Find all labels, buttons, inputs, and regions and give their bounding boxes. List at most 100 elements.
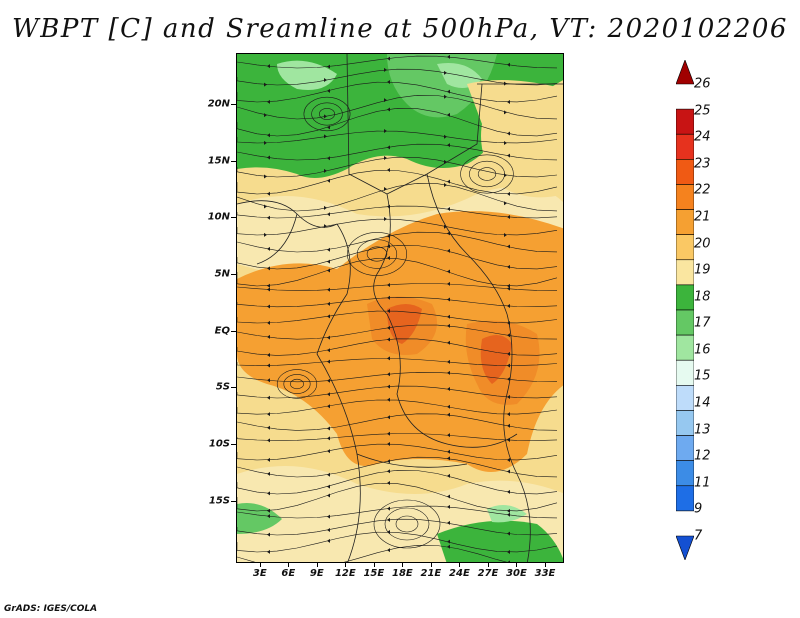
colorbar-label: 13 [694, 422, 711, 438]
streamline [237, 544, 508, 562]
streamline [237, 433, 558, 441]
streamline-arrow [447, 248, 450, 253]
streamline-arrow [447, 231, 450, 236]
streamline [237, 469, 558, 495]
streamline-arrow [447, 269, 450, 274]
streamline-arrow [447, 473, 450, 478]
streamline-arrow [384, 98, 387, 103]
streamline-arrow [384, 156, 387, 161]
colorbar-label: 16 [694, 342, 711, 358]
streamline [237, 205, 558, 219]
streamline [237, 413, 558, 431]
streamline-arrow [387, 530, 390, 535]
streamline [237, 244, 558, 270]
streamline [237, 68, 558, 86]
streamline-eddy [303, 96, 351, 132]
streamline-arrow [384, 129, 387, 134]
longitude-tick-label: 21E [420, 568, 442, 579]
colorbar-segment [676, 309, 694, 336]
streamline-arrow [387, 145, 390, 150]
streamline-arrow [327, 449, 330, 454]
streamline-arrow [324, 134, 327, 139]
streamline-arrow [447, 323, 450, 328]
streamline [237, 156, 558, 178]
colorbar-segment [676, 184, 694, 210]
streamline-arrow [324, 168, 327, 173]
streamline-arrow [447, 520, 450, 525]
colorbar-segment [676, 385, 694, 411]
latitude-tick [231, 274, 236, 275]
streamline-arrow [327, 404, 330, 409]
streamline-arrow [267, 508, 270, 513]
streamline-arrow [447, 504, 450, 509]
colorbar-label: 21 [694, 209, 711, 225]
latitude-tick-label: 10S [208, 438, 230, 450]
streamline [237, 371, 558, 383]
streamline-arrow [507, 244, 510, 249]
streamline-arrow [327, 528, 330, 533]
streamline [237, 55, 558, 69]
streamline-arrow [447, 112, 450, 117]
streamline [237, 257, 558, 287]
streamline-arrow [387, 415, 390, 420]
streamline-arrow [507, 303, 510, 308]
streamline-arrow [387, 256, 390, 261]
streamline-arrow [264, 82, 267, 87]
streamline-eddy [290, 378, 304, 390]
colorbar-segment [676, 133, 694, 160]
colorbar-segment [676, 460, 694, 487]
streamline-arrow [324, 78, 327, 83]
streamline-arrow [267, 283, 270, 288]
longitude-tick [259, 563, 261, 567]
streamline [237, 81, 558, 103]
streamline-arrow [444, 94, 447, 99]
streamline-arrow [267, 64, 270, 69]
streamline-arrow [387, 325, 390, 330]
streamline-arrow [447, 412, 450, 417]
streamline-arrow [447, 206, 450, 211]
streamline-eddy [347, 232, 408, 276]
streamline-arrow [387, 295, 390, 300]
streamline-arrow [327, 287, 330, 292]
streamline-eddy [384, 507, 430, 541]
streamline-arrow [444, 182, 447, 187]
streamline-arrow [507, 512, 510, 517]
streamline-arrow [387, 384, 390, 389]
streamline-arrow [267, 438, 270, 443]
streamline-arrow [387, 56, 390, 61]
longitude-tick [459, 563, 461, 567]
streamline-arrow [327, 259, 330, 264]
streamline-arrow [327, 64, 330, 69]
streamline-arrow [387, 506, 390, 511]
streamline-arrow [384, 217, 387, 222]
latitude-tick [231, 330, 236, 332]
streamline-arrow [384, 67, 387, 72]
latitude-tick-label: 15N [207, 155, 230, 167]
streamline [237, 218, 558, 236]
streamline-arrow [387, 442, 390, 447]
longitude-tick [430, 563, 432, 567]
colorbar-segment [676, 485, 694, 512]
streamline-arrow [444, 70, 447, 75]
streamline-arrow [447, 449, 450, 454]
colorbar-segment [676, 60, 694, 85]
streamline-arrow [327, 426, 330, 431]
streamline-arrow [507, 412, 510, 417]
streamline-arrow [327, 348, 330, 353]
streamline-arrow [507, 394, 510, 399]
longitude-tick-label: 6E [281, 568, 296, 579]
colorbar-segment [676, 435, 694, 461]
longitude-tick [487, 563, 489, 567]
streamline-arrow [447, 386, 450, 391]
streamline-arrow [447, 281, 450, 286]
streamline-arrow [507, 437, 510, 442]
streamline [237, 482, 558, 512]
colorbar-label: 20 [694, 236, 711, 252]
streamline-arrow [267, 457, 270, 462]
streamline-eddy [283, 374, 311, 394]
streamline-arrow [447, 544, 450, 549]
streamline-arrow [387, 234, 390, 239]
streamline-arrow [387, 397, 390, 402]
streamline-arrow [387, 204, 390, 209]
colorbar-segment [676, 535, 694, 560]
